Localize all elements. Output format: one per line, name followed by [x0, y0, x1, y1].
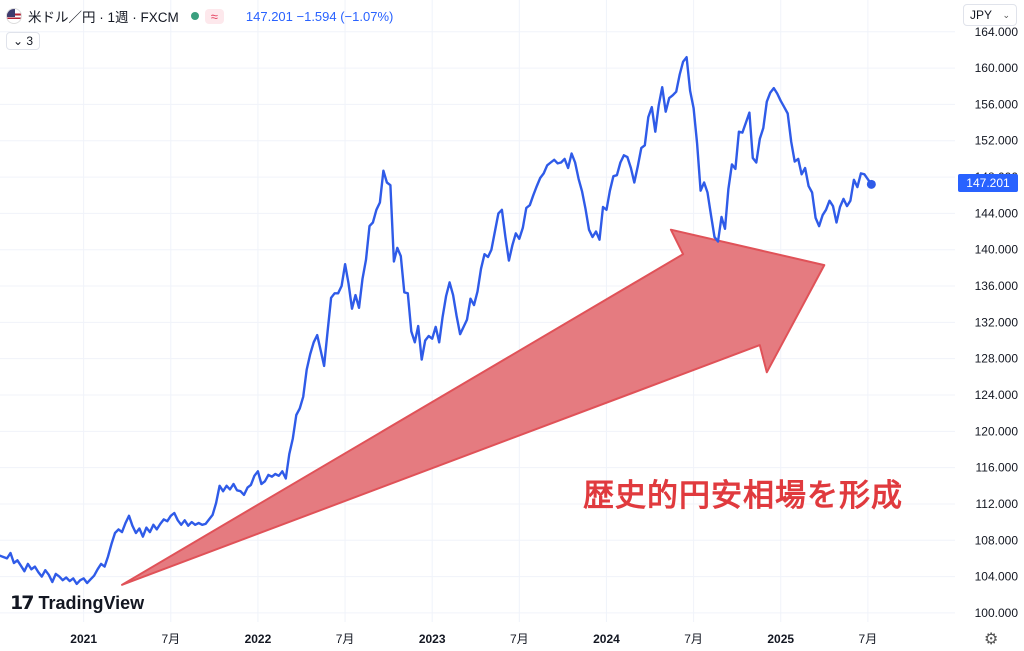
- y-tick-label: 132.000: [975, 315, 1019, 329]
- tradingview-wordmark: TradingView: [38, 592, 145, 613]
- market-status-dot: [190, 12, 199, 20]
- x-tick-label: 7月: [161, 632, 180, 646]
- x-tick-label: 7月: [684, 632, 703, 646]
- symbol-header: 米ドル／円 · 1週 · FXCM ≈ 147.201 −1.594 (−1.0…: [6, 6, 393, 26]
- indicator-toggle[interactable]: ⌄ 3: [6, 32, 41, 50]
- y-tick-label: 124.000: [975, 388, 1019, 402]
- y-tick-label: 104.000: [975, 570, 1019, 584]
- y-tick-label: 112.000: [976, 497, 1019, 511]
- chart-grid: [0, 0, 955, 622]
- y-tick-label: 128.000: [975, 352, 1019, 366]
- x-tick-label: 7月: [336, 632, 355, 646]
- last-price-dot: [866, 179, 876, 189]
- y-tick-label: 144.000: [975, 206, 1019, 220]
- last-price-tag: 147.201: [958, 174, 1018, 192]
- y-tick-label: 160.000: [975, 61, 1019, 75]
- y-tick-label: 156.000: [975, 97, 1019, 111]
- y-tick-label: 116.000: [976, 461, 1019, 475]
- x-tick-label: 7月: [510, 632, 529, 646]
- currency-select[interactable]: JPY ⌄: [963, 4, 1017, 26]
- tradingview-mark-icon: 17: [10, 592, 34, 614]
- x-tick-label: 2023: [419, 632, 446, 646]
- y-tick-label: 140.000: [975, 243, 1019, 257]
- y-tick-label: 164.000: [975, 25, 1019, 39]
- price-change-readout: 147.201 −1.594 (−1.07%): [245, 8, 394, 24]
- y-tick-label: 136.000: [975, 279, 1019, 293]
- annotation-text: 歴史的円安相場を形成: [583, 478, 903, 514]
- chevron-down-icon: ⌄: [1002, 9, 1010, 20]
- uptrend-arrow: [121, 228, 826, 586]
- x-tick-label: 2021: [70, 632, 97, 646]
- price-line: [0, 56, 873, 586]
- x-tick-label: 2024: [593, 632, 620, 646]
- y-tick-label: 100.000: [975, 606, 1019, 620]
- price-axis[interactable]: 164.000160.000156.000152.000148.000144.0…: [975, 25, 1019, 620]
- x-tick-label: 2022: [245, 632, 272, 646]
- x-tick-label: 7月: [859, 632, 878, 646]
- symbol-title[interactable]: 米ドル／円 · 1週 · FXCM: [28, 10, 179, 25]
- approx-badge[interactable]: ≈: [204, 8, 224, 24]
- y-tick-label: 152.000: [975, 134, 1019, 148]
- x-tick-label: 2025: [767, 632, 794, 646]
- y-tick-label: 120.000: [975, 424, 1019, 438]
- us-jp-flag-icon: [6, 8, 22, 24]
- gear-icon[interactable]: ⚙: [984, 631, 999, 648]
- time-axis[interactable]: 2021 7月 2022 7月 2023 7月 2024 7月 2025 7月: [70, 632, 877, 646]
- currency-label: JPY: [970, 8, 993, 22]
- arrow-shape: [121, 228, 826, 586]
- tradingview-logo[interactable]: 17 TradingView: [10, 592, 144, 614]
- y-tick-label: 108.000: [975, 533, 1019, 547]
